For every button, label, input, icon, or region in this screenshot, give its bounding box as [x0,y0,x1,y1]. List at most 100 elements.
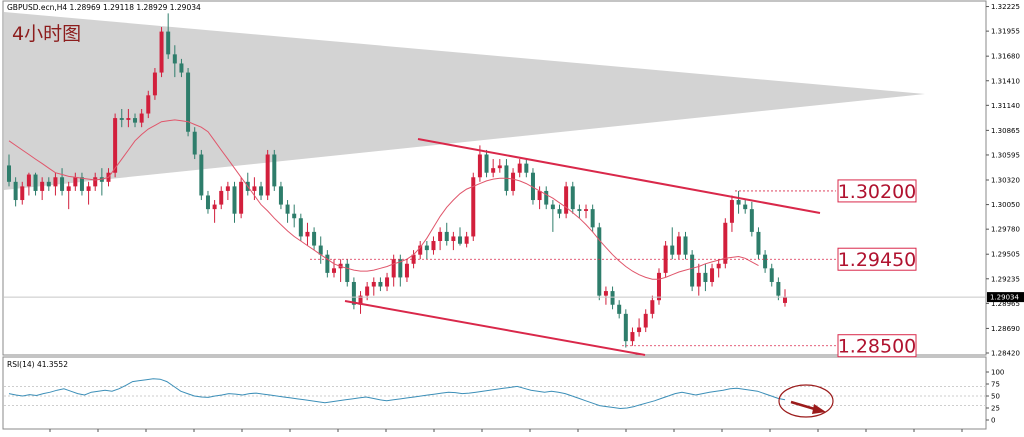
candle-body [192,131,197,155]
candle-body [670,245,675,255]
candle-body [365,286,370,296]
candle [225,181,230,201]
price-tick-label: 1.31410 [991,77,1020,85]
candle [166,13,171,59]
candle [763,250,768,273]
candle [159,27,164,78]
candle-body [736,200,741,205]
candle-body [683,236,688,255]
candle-body [7,165,11,182]
candle-body [756,231,761,255]
candle-body [517,163,522,173]
candle-body [530,172,535,201]
candle-body [411,254,416,264]
level-box [837,334,917,358]
price-tick-label: 1.28965 [991,300,1020,308]
candle [617,300,622,319]
candle-body [570,186,575,210]
channel-lower-line [344,300,646,356]
candle-body [325,254,330,273]
candle [431,236,436,255]
price-tick-label: 1.31955 [991,28,1020,36]
candle-body [113,118,118,173]
candle [537,186,542,210]
rsi-annotation-ellipse [778,384,834,418]
candle [584,204,589,219]
candle [113,113,118,178]
candle [298,213,303,242]
candle [656,268,661,305]
candle-body [404,263,409,278]
rsi-line [8,378,786,410]
candle [179,58,184,78]
candle-body [577,209,582,211]
price-tick-label: 1.30865 [991,127,1020,135]
candle [696,263,701,296]
candle-body [33,174,38,191]
candle-body [643,313,648,328]
candle-body [385,277,390,287]
level-box [837,247,917,271]
candle [683,231,688,260]
candle [511,168,516,196]
candle-body [716,263,721,269]
candle [26,172,31,196]
candle [20,181,25,205]
candle [53,172,58,196]
candle [610,286,615,310]
candle [312,227,317,251]
price-tick-label: 1.29780 [991,226,1020,234]
candle-body [166,31,171,55]
candle [690,250,695,292]
time-axis [49,429,963,432]
channel-upper-line [417,138,821,214]
candle-body [232,186,237,214]
candle-body [318,245,323,255]
candle-body [79,177,84,191]
price-tick-label: 1.30050 [991,201,1020,209]
candle-body [46,181,51,187]
candle [544,186,549,210]
price-tick-label: 1.30595 [991,151,1020,159]
candle-body [292,213,297,219]
candle [66,181,71,210]
candle [318,236,323,264]
candle [570,181,575,214]
price-tick-label: 1.31680 [991,53,1020,61]
candle-body [93,177,98,187]
candle-body [464,236,469,244]
candle-body [239,181,244,214]
candle [530,168,535,205]
candle [630,327,635,346]
candle [524,159,529,178]
rsi-tick-label: 100 [991,369,1004,377]
candle-body [776,281,781,296]
candle-body [696,272,701,287]
candle-body [73,177,78,187]
candle-body [60,177,65,191]
candle [756,227,761,260]
price-tick-label: 1.30320 [991,177,1020,185]
candle-body [471,177,476,237]
candle-body [763,254,768,269]
candle [597,222,602,301]
rsi-tick-label: 50 [991,393,1000,401]
candle [471,172,476,242]
candle [451,231,456,251]
candle [743,200,748,214]
candle [285,200,290,223]
current-price-marker [987,292,1024,303]
level-label: 1.28500 [838,336,917,358]
timeframe-label: 4小时图 [12,23,81,45]
candle [491,159,496,178]
candle-body [378,281,383,287]
candle-body [749,209,754,232]
candle-body [424,245,429,251]
candle [723,218,728,269]
candle [79,172,84,196]
candle-body [358,295,363,305]
candle-body [278,186,283,205]
candle-body [458,236,463,244]
candle [13,177,18,207]
